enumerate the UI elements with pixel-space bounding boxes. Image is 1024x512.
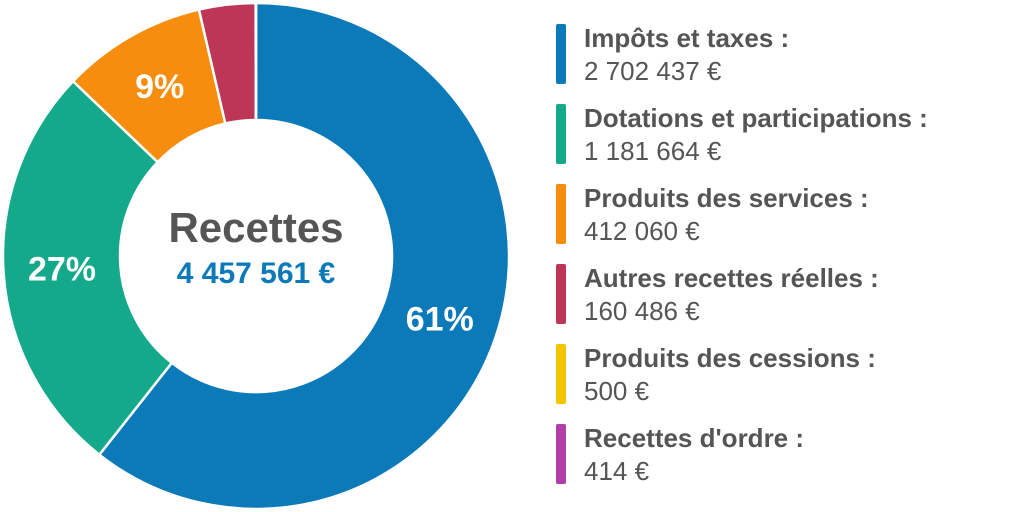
legend-item: Autres recettes réelles : 160 486 € — [556, 262, 1016, 342]
legend-value: 160 486 € — [584, 296, 700, 326]
legend-swatch — [556, 264, 566, 324]
legend: Impôts et taxes : 2 702 437 € Dotations … — [556, 22, 1016, 502]
legend-value: 1 181 664 € — [584, 136, 722, 166]
legend-label: Autres recettes réelles : — [584, 263, 879, 293]
slice-percent-label: 27% — [28, 251, 96, 289]
legend-swatch — [556, 24, 566, 84]
legend-value: 414 € — [584, 456, 650, 486]
donut-chart: 61% 27% 9% Recettes 4 457 561 € — [1, 1, 511, 511]
legend-swatch — [556, 344, 566, 404]
slice-percent-label: 9% — [135, 68, 184, 106]
legend-item: Impôts et taxes : 2 702 437 € — [556, 22, 1016, 102]
legend-value: 2 702 437 € — [584, 56, 722, 86]
legend-swatch — [556, 104, 566, 164]
legend-item: Produits des services : 412 060 € — [556, 182, 1016, 262]
legend-label: Produits des services : — [584, 183, 869, 213]
donut-svg: 61% 27% 9% — [1, 1, 511, 511]
slice-percent-label: 61% — [406, 301, 474, 339]
center-total: 4 457 561 € — [176, 257, 336, 290]
legend-label: Produits des cessions : — [584, 343, 876, 373]
donut-slice — [1, 79, 174, 457]
donut-slice — [97, 1, 511, 511]
legend-label: Dotations et participations : — [584, 103, 928, 133]
center-title: Recettes — [168, 204, 344, 251]
legend-item: Produits des cessions : 500 € — [556, 342, 1016, 422]
legend-value: 412 060 € — [584, 216, 700, 246]
legend-swatch — [556, 424, 566, 484]
legend-label: Recettes d'ordre : — [584, 423, 805, 453]
legend-label: Impôts et taxes : — [584, 23, 790, 53]
legend-value: 500 € — [584, 376, 650, 406]
legend-swatch — [556, 184, 566, 244]
legend-item: Dotations et participations : 1 181 664 … — [556, 102, 1016, 182]
legend-item: Recettes d'ordre : 414 € — [556, 422, 1016, 502]
